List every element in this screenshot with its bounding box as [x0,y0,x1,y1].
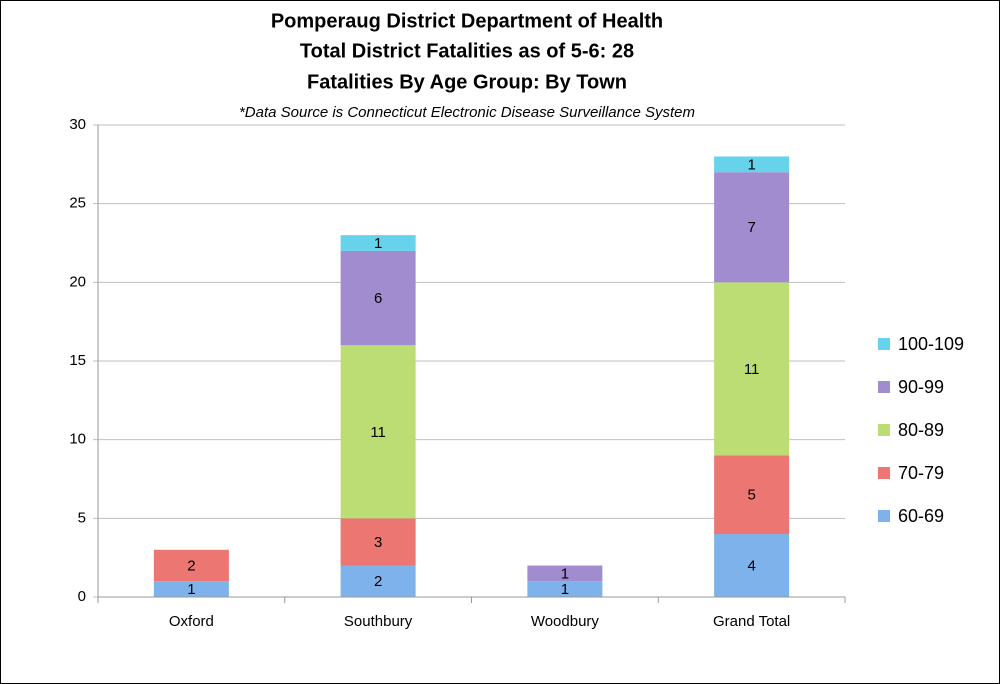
x-tick-label: Southbury [344,613,413,630]
bar-segment [527,581,603,597]
data-label: 3 [374,534,382,551]
legend-swatch [878,338,890,350]
legend-label: 80-89 [898,420,944,440]
data-label: 1 [561,565,569,582]
data-label: 11 [744,361,760,378]
bar-segment [527,565,603,582]
x-tick-label: Woodbury [531,613,600,630]
y-tick-label: 5 [78,509,86,526]
legend-label: 90-99 [898,377,944,397]
legend-label: 70-79 [898,463,944,483]
y-tick-label: 10 [69,431,86,448]
y-tick-label: 15 [69,352,86,369]
chart-title-line: Total District Fatalities as of 5-6: 28 [300,40,634,62]
bar-segment [714,534,790,597]
bar-segment [714,156,790,173]
bar-segment [714,282,790,456]
legend-label: 100-109 [898,334,964,354]
data-label: 1 [747,156,755,173]
data-label: 5 [747,487,755,504]
bar-segment [340,250,416,346]
bar-segment [714,172,790,283]
legend-label: 60-69 [898,506,944,526]
bar-segment [153,581,229,597]
data-label: 6 [374,290,382,307]
data-label: 2 [187,558,195,575]
chart-subtitle: *Data Source is Connecticut Electronic D… [239,104,695,121]
bar-segment [340,518,416,566]
y-tick-label: 25 [69,195,86,212]
legend-swatch [878,467,890,479]
bar-segment [340,565,416,597]
chart-title-line: Fatalities By Age Group: By Town [307,71,627,93]
legend-swatch [878,381,890,393]
x-tick-label: Grand Total [713,613,790,630]
data-label: 4 [747,558,755,575]
y-tick-label: 0 [78,588,86,605]
bar-segment [340,345,416,519]
data-label: 1 [187,581,195,598]
data-label: 1 [374,235,382,252]
legend-swatch [878,424,890,436]
bar-segment [714,455,790,535]
data-label: 2 [374,573,382,590]
chart-title: Pomperaug District Department of Health [271,10,663,32]
bar-segment [340,235,416,251]
legend-swatch [878,510,890,522]
data-label: 1 [561,581,569,598]
x-tick-label: Oxford [169,613,214,630]
data-label: 7 [747,219,755,236]
y-tick-label: 20 [69,273,86,290]
bar-segment [153,549,229,582]
data-label: 11 [370,424,386,441]
y-tick-label: 30 [69,116,86,133]
